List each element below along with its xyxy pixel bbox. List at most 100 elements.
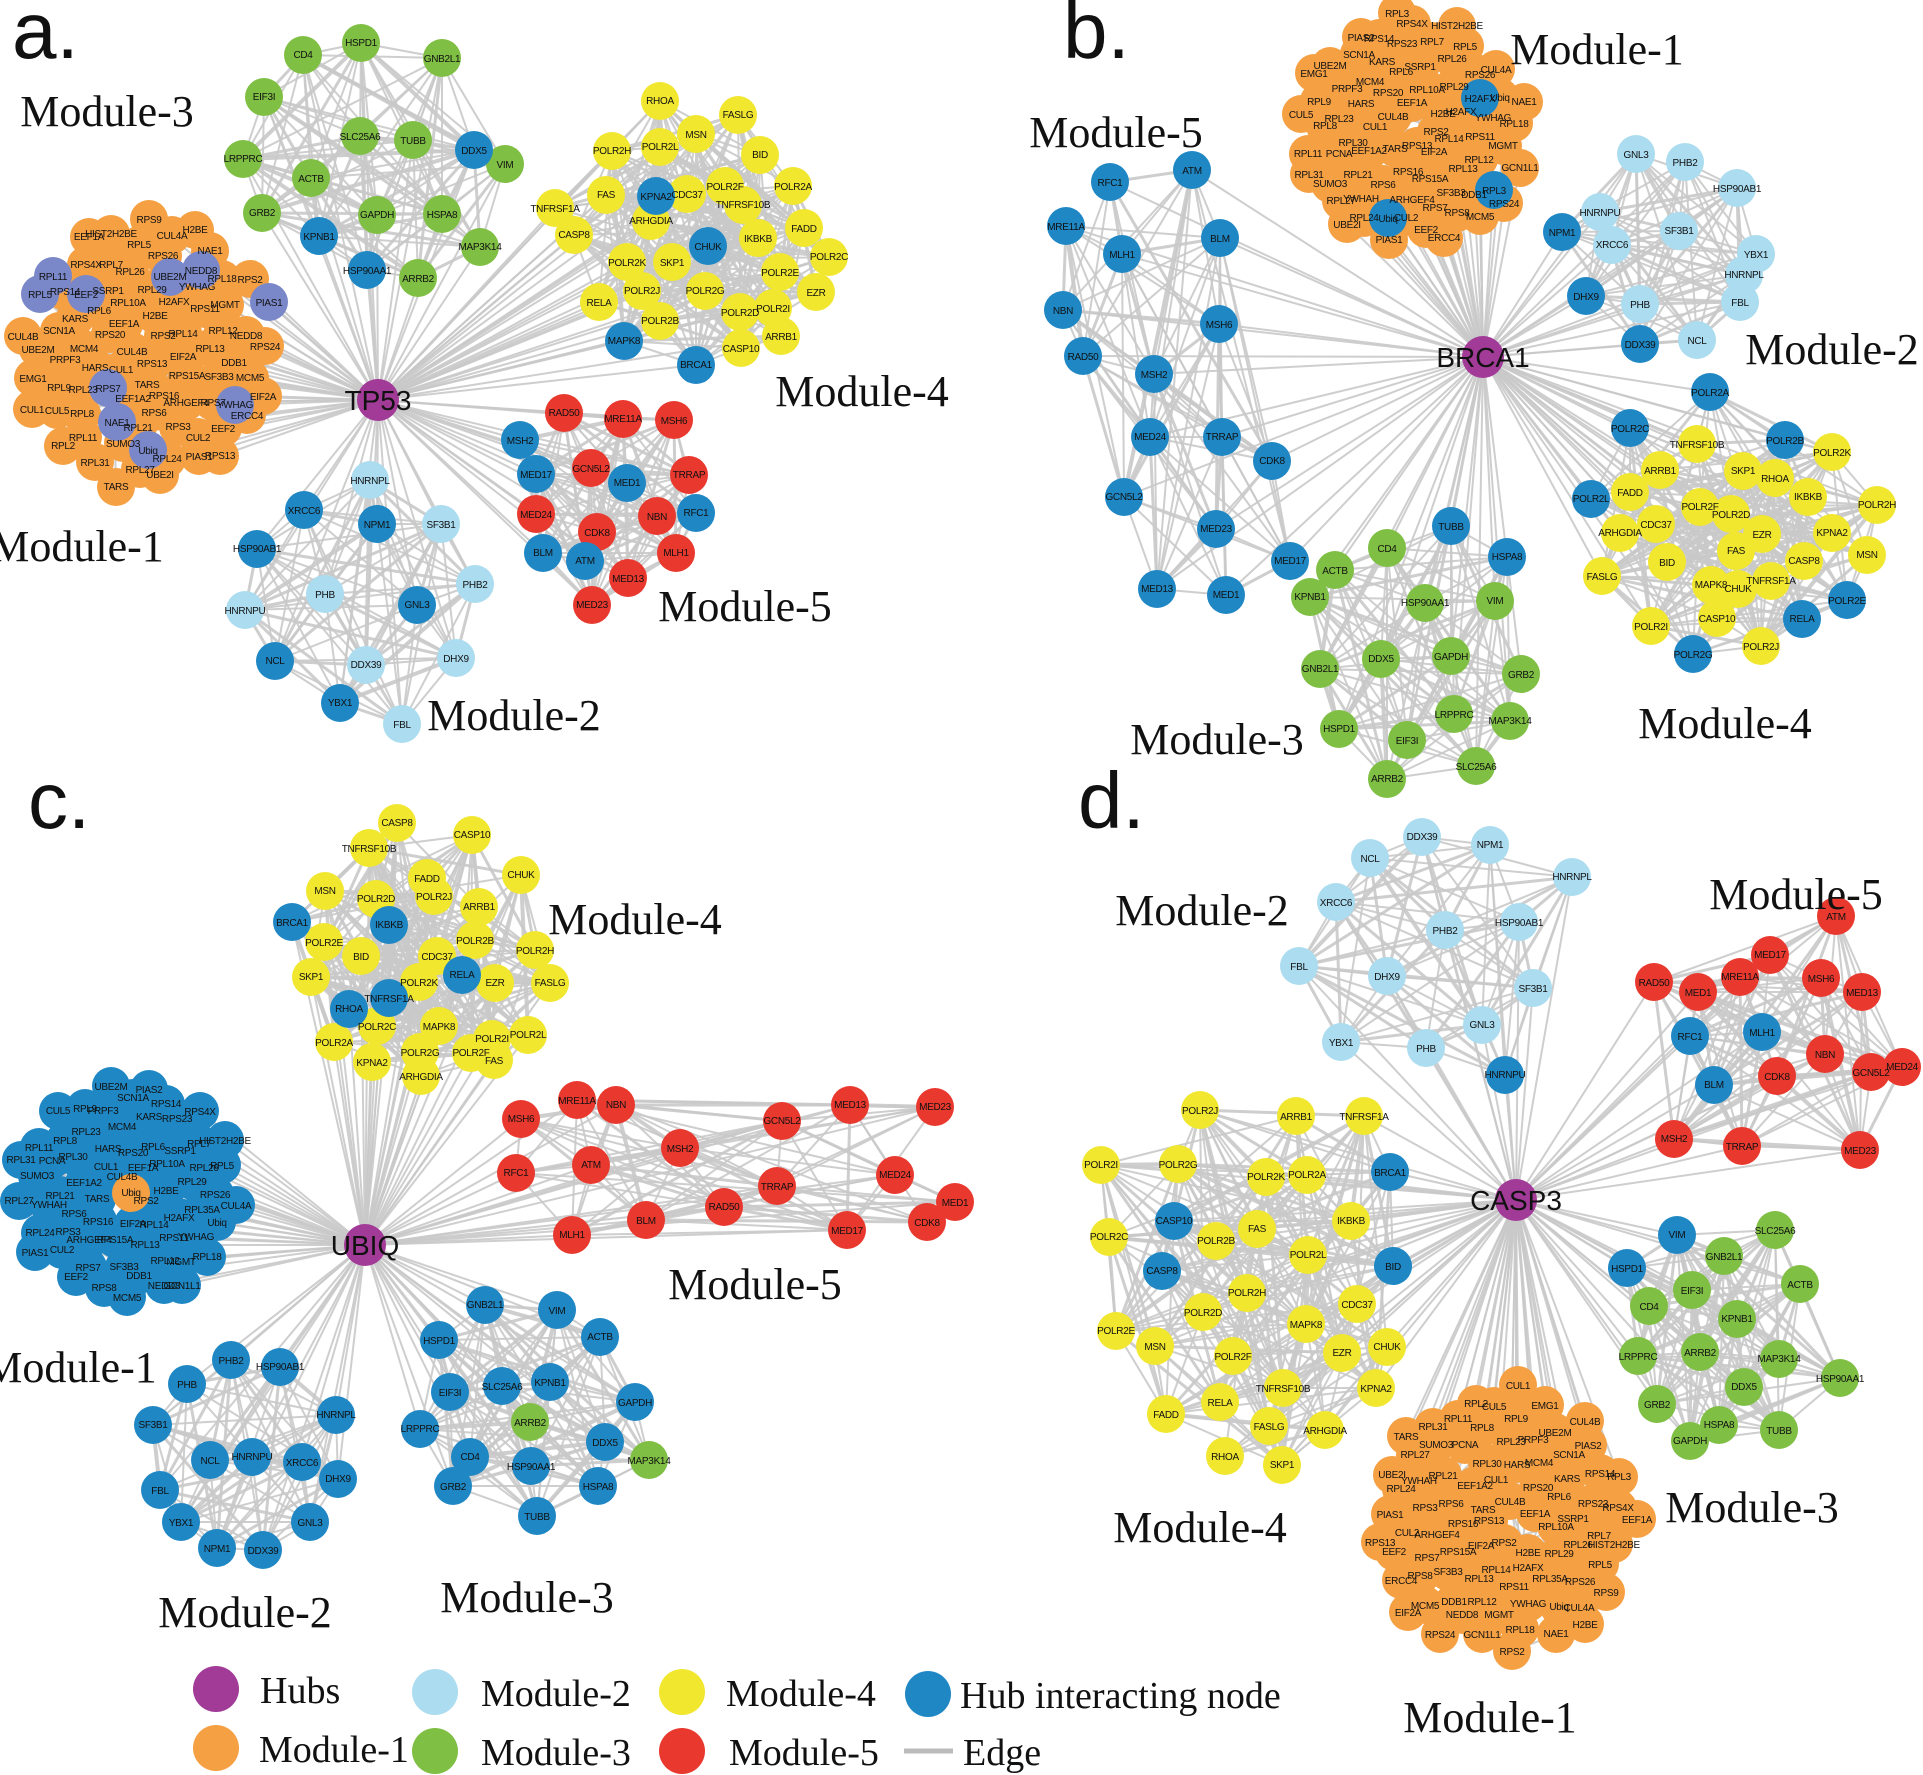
svg-text:CUL5: CUL5 [1482, 1402, 1507, 1413]
svg-text:GCN1L1: GCN1L1 [1463, 1630, 1501, 1641]
svg-text:RELA: RELA [1208, 1398, 1234, 1409]
svg-text:Module-5: Module-5 [658, 582, 832, 631]
svg-text:PRPF3: PRPF3 [1518, 1435, 1549, 1446]
svg-text:MLH1: MLH1 [559, 1230, 585, 1241]
svg-text:BID: BID [1385, 1262, 1401, 1273]
svg-text:RPS4X: RPS4X [1396, 19, 1428, 30]
svg-text:RPL9: RPL9 [1504, 1414, 1529, 1425]
svg-text:ARHGDIA: ARHGDIA [1598, 528, 1642, 539]
svg-text:POLR2K: POLR2K [608, 258, 646, 269]
svg-text:RPS7: RPS7 [76, 1263, 102, 1274]
svg-text:EEF1A: EEF1A [1622, 1515, 1653, 1526]
svg-text:RPS26: RPS26 [1565, 1577, 1596, 1588]
svg-text:TARS: TARS [85, 1194, 110, 1205]
svg-text:Ubiq: Ubiq [207, 1218, 226, 1229]
svg-text:CUL4A: CUL4A [221, 1201, 252, 1212]
svg-text:RPL8: RPL8 [1470, 1423, 1495, 1434]
svg-text:SUMO3: SUMO3 [106, 439, 141, 450]
svg-text:MRE11A: MRE11A [1047, 222, 1085, 233]
svg-text:TNFRSF10B: TNFRSF10B [716, 200, 771, 211]
svg-text:XRCC6: XRCC6 [288, 506, 321, 517]
svg-text:DDX5: DDX5 [1731, 1382, 1757, 1393]
svg-text:MCM4: MCM4 [108, 1122, 137, 1133]
svg-text:SF3B3: SF3B3 [204, 372, 234, 383]
svg-text:RPL8: RPL8 [70, 409, 95, 420]
svg-text:RPL26: RPL26 [1563, 1540, 1593, 1551]
svg-text:RFC1: RFC1 [1098, 178, 1124, 189]
svg-text:Module-3: Module-3 [481, 1732, 631, 1774]
svg-text:POLR2E: POLR2E [761, 268, 799, 279]
svg-text:FAS: FAS [1248, 1224, 1267, 1235]
svg-text:RPL26: RPL26 [115, 267, 145, 278]
svg-text:GRB2: GRB2 [440, 1482, 467, 1493]
svg-text:SF3B1: SF3B1 [1664, 226, 1694, 237]
svg-text:RPL12: RPL12 [1467, 1597, 1497, 1608]
svg-text:EZR: EZR [806, 288, 825, 299]
svg-text:Hub interacting node: Hub interacting node [960, 1675, 1281, 1717]
svg-text:NBN: NBN [1815, 1050, 1835, 1061]
svg-text:MGMT: MGMT [1484, 1610, 1514, 1621]
svg-text:HSP90AA1: HSP90AA1 [343, 266, 392, 277]
svg-text:POLR2G: POLR2G [1159, 1160, 1198, 1171]
svg-text:YBX1: YBX1 [328, 698, 353, 709]
svg-text:MRE11A: MRE11A [1721, 972, 1759, 983]
svg-text:KARS: KARS [136, 1112, 163, 1123]
svg-text:HNRNPL: HNRNPL [1724, 270, 1764, 281]
svg-text:Module-3: Module-3 [20, 87, 194, 136]
svg-text:ERCC4: ERCC4 [231, 411, 264, 422]
svg-text:RPS2: RPS2 [238, 275, 264, 286]
svg-text:RPS4X: RPS4X [184, 1107, 216, 1118]
svg-text:EMG1: EMG1 [19, 374, 47, 385]
svg-text:RPL14: RPL14 [1481, 1565, 1511, 1576]
svg-text:CASP8: CASP8 [1146, 1266, 1178, 1277]
svg-text:IKBKB: IKBKB [1794, 492, 1823, 503]
svg-text:RPL9: RPL9 [1307, 97, 1332, 108]
svg-text:Module-3: Module-3 [440, 1573, 614, 1622]
svg-text:SUMO3: SUMO3 [20, 1171, 55, 1182]
svg-text:RPL11: RPL11 [69, 433, 98, 444]
svg-text:DDB1: DDB1 [126, 1271, 152, 1282]
svg-text:MCM5: MCM5 [1466, 212, 1495, 223]
svg-text:Module-5: Module-5 [668, 1260, 842, 1309]
svg-text:RPS13: RPS13 [1402, 141, 1433, 152]
svg-text:MRE11A: MRE11A [558, 1096, 596, 1107]
svg-text:HSP90AA1: HSP90AA1 [1401, 598, 1450, 609]
svg-text:POLR2F: POLR2F [452, 1048, 489, 1059]
svg-text:PHB2: PHB2 [1673, 158, 1699, 169]
svg-text:SCN1A: SCN1A [43, 326, 75, 337]
svg-text:SF3B1: SF3B1 [138, 1420, 168, 1431]
svg-text:MED23: MED23 [1200, 524, 1233, 535]
svg-text:RPS15A: RPS15A [97, 1235, 134, 1246]
svg-text:HNRNPL: HNRNPL [316, 1410, 356, 1421]
svg-text:PRPF3: PRPF3 [88, 1106, 119, 1117]
svg-text:POLR2J: POLR2J [624, 286, 660, 297]
svg-text:NAE1: NAE1 [198, 246, 224, 257]
svg-text:ARRB1: ARRB1 [1644, 466, 1677, 477]
svg-text:HNRNPL: HNRNPL [1552, 872, 1592, 883]
svg-text:POLR2F: POLR2F [1681, 502, 1718, 513]
svg-text:TUBB: TUBB [1438, 522, 1464, 533]
svg-text:RPL10A: RPL10A [1538, 1522, 1574, 1533]
svg-text:HNRNPU: HNRNPU [232, 1452, 273, 1463]
svg-text:POLR2I: POLR2I [756, 304, 790, 315]
svg-text:d.: d. [1078, 756, 1145, 845]
svg-text:Module-5: Module-5 [1029, 108, 1203, 157]
svg-text:H2AFX: H2AFX [1513, 1563, 1544, 1574]
svg-text:BRCA1: BRCA1 [1374, 1168, 1407, 1179]
svg-text:PIAS2: PIAS2 [1575, 1441, 1603, 1452]
svg-text:RPL5: RPL5 [127, 240, 152, 251]
svg-text:FAS: FAS [1727, 546, 1746, 557]
svg-text:CDK8: CDK8 [584, 528, 610, 539]
svg-text:MSN: MSN [1856, 550, 1877, 561]
svg-text:YWHAH: YWHAH [1401, 1476, 1437, 1487]
svg-text:RPL18: RPL18 [192, 1252, 222, 1263]
svg-text:ATM: ATM [1826, 912, 1845, 923]
svg-text:GNB2L1: GNB2L1 [1302, 664, 1339, 675]
svg-text:HSP90AB1: HSP90AB1 [1713, 184, 1762, 195]
svg-text:BRCA1: BRCA1 [276, 918, 309, 929]
svg-text:EEF2: EEF2 [1382, 1547, 1407, 1558]
svg-text:BRCA1: BRCA1 [1436, 342, 1529, 373]
svg-text:YBX1: YBX1 [1329, 1038, 1354, 1049]
svg-text:YWHAG: YWHAG [1475, 113, 1512, 124]
svg-text:CASP8: CASP8 [381, 818, 413, 829]
